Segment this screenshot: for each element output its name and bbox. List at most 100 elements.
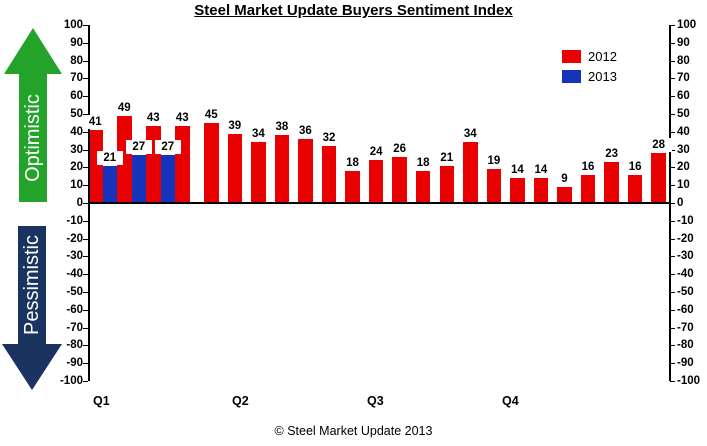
y-axis-tick-right (670, 381, 675, 382)
y-axis-tick-left (83, 238, 88, 240)
bar-2012 (204, 122, 219, 203)
legend-item-2012: 2012 (562, 46, 617, 66)
y-axis-tick-left (83, 185, 88, 187)
bar-2012 (415, 170, 431, 203)
y-axis-tick-right (670, 238, 675, 240)
bar-2013 (131, 154, 146, 203)
y-axis-tick-left (83, 345, 88, 347)
y-axis-tick-left (83, 327, 88, 329)
bar-2012 (486, 169, 502, 203)
optimistic-arrow: Optimistic (4, 28, 62, 202)
bar-2012 (175, 126, 190, 203)
y-axis-tick-right (670, 256, 675, 258)
y-axis-label-left: -50 (66, 286, 83, 298)
y-axis-label-right: -70 (677, 321, 694, 334)
y-axis-label-right: -90 (677, 357, 694, 370)
bar-2012 (533, 178, 549, 203)
y-axis-tick-right (670, 309, 675, 311)
y-axis-tick-right (670, 220, 675, 222)
y-axis-label-right: 10 (677, 179, 690, 192)
bar-value-label: 14 (527, 163, 554, 178)
y-axis-tick-left (83, 25, 88, 26)
up-arrow-icon (4, 28, 62, 202)
y-axis-label-left: -20 (66, 232, 83, 245)
y-axis-label-left: 30 (70, 143, 83, 156)
bar-2012 (274, 135, 290, 203)
bar-value-label: 34 (245, 127, 272, 142)
y-axis-label-right: 40 (677, 125, 690, 138)
copyright-text: © Steel Market Update 2013 (274, 424, 433, 438)
bar-2012 (604, 162, 619, 203)
x-axis-group-label: Q3 (367, 394, 384, 408)
y-axis-tick-right (670, 167, 675, 169)
y-axis-label-right: 70 (677, 72, 690, 85)
y-axis-tick-left (83, 309, 88, 311)
bar-2012 (368, 160, 384, 203)
y-axis-tick-right (670, 60, 675, 62)
y-axis-label-right: -40 (677, 268, 694, 281)
x-axis-group-label: Q4 (502, 394, 519, 408)
bar-value-label: 39 (221, 118, 248, 133)
legend-item-2013: 2013 (562, 66, 617, 86)
bar-value-label: 32 (316, 131, 342, 146)
bar-2012 (439, 165, 454, 203)
bar-value-label: 41 (82, 115, 109, 130)
bar-2012 (463, 142, 478, 203)
bar-2012 (510, 178, 525, 203)
y-axis-label-left: 60 (70, 90, 83, 103)
y-axis-tick-left (83, 131, 88, 133)
x-axis-group-label: Q1 (93, 394, 110, 408)
legend-swatch-2013 (562, 69, 581, 83)
y-axis-tick-left (83, 274, 88, 276)
x-axis-line (88, 202, 670, 204)
y-axis-label-left: -40 (66, 268, 83, 281)
bar-2012 (251, 142, 266, 203)
bar-2012 (392, 156, 407, 203)
bar-2012 (345, 170, 360, 203)
bar-value-label: 16 (575, 159, 602, 174)
y-axis-tick-left (83, 363, 88, 365)
bar-value-label: 38 (268, 120, 295, 135)
y-axis-tick-right (670, 42, 675, 44)
y-axis-label-right: 80 (677, 54, 690, 67)
y-axis-label-left: -80 (66, 339, 83, 352)
y-axis-label-left: 0 (76, 197, 83, 209)
y-axis-label-right: -30 (677, 250, 694, 263)
y-axis-tick-left (83, 60, 88, 62)
pessimistic-arrow: Pessimistic (2, 226, 62, 390)
y-axis-label-left: 100 (63, 19, 83, 31)
bar-value-label: 18 (339, 155, 366, 170)
bar-value-label: 9 (551, 171, 578, 186)
chart-title: Steel Market Update Buyers Sentiment Ind… (194, 2, 513, 19)
y-axis-label-left: -70 (66, 321, 83, 334)
y-axis-tick-left (83, 42, 88, 44)
y-axis-tick-left (83, 203, 88, 204)
y-axis-label-right: -100 (677, 375, 701, 387)
bar-2012 (651, 153, 666, 203)
y-axis-label-left: -30 (66, 250, 83, 263)
y-axis-label-right: 50 (677, 108, 690, 120)
y-axis-label-left: 70 (70, 72, 83, 85)
y-axis-tick-left (83, 292, 88, 293)
bar-2013 (102, 165, 117, 203)
bar-value-label: 19 (480, 154, 507, 169)
y-axis-label-right: -10 (677, 214, 694, 227)
bar-2012 (88, 130, 103, 203)
legend-swatch-2012 (562, 49, 581, 63)
bar-value-label: 36 (292, 123, 319, 138)
y-axis-label-right: -20 (677, 232, 694, 245)
legend-label-2013: 2013 (588, 68, 617, 84)
y-axis-tick-right (670, 149, 675, 151)
y-axis-label-left: 20 (70, 161, 83, 174)
bar-2012 (227, 133, 243, 203)
y-axis-tick-left (83, 96, 88, 98)
y-axis-tick-right (670, 114, 675, 115)
bar-value-label: 34 (457, 127, 484, 142)
y-axis-label-left: 80 (70, 54, 83, 67)
bar-value-label: 26 (386, 141, 413, 156)
bar-2013 (160, 154, 175, 203)
down-arrow-icon (2, 226, 62, 390)
bar-value-label: 23 (598, 147, 625, 162)
bar-value-label: 18 (410, 155, 437, 170)
